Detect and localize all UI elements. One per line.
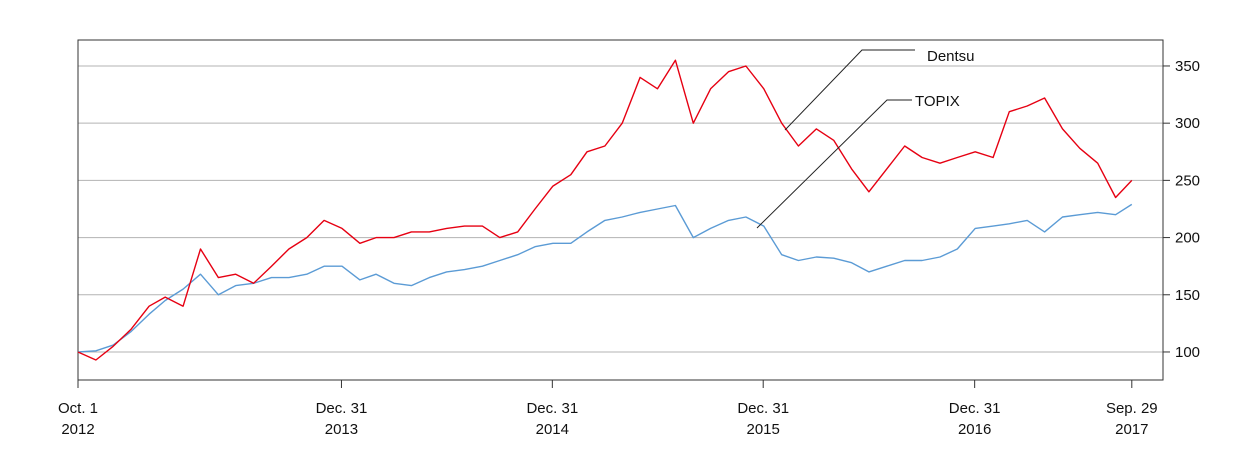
plot-frame xyxy=(77,39,1164,381)
x-tick-label: 2013 xyxy=(325,421,358,438)
x-tick-label: 2014 xyxy=(536,421,569,438)
x-tick-label: Dec. 31 xyxy=(526,400,578,417)
leader-line xyxy=(756,99,912,229)
series-label: Dentsu xyxy=(927,48,975,65)
leader-line xyxy=(784,49,915,131)
series-line xyxy=(77,203,1133,353)
y-tick-label: 250 xyxy=(1175,172,1200,189)
x-tick-label: Dec. 31 xyxy=(316,400,368,417)
x-tick-label: 2017 xyxy=(1115,421,1148,438)
x-tick-label: 2012 xyxy=(61,421,94,438)
x-tick-label: Dec. 31 xyxy=(949,400,1001,417)
series-line xyxy=(77,59,1133,361)
series-label: TOPIX xyxy=(915,93,960,110)
grid xyxy=(78,65,1163,353)
y-tick-label: 300 xyxy=(1175,115,1200,132)
y-tick-label: 150 xyxy=(1175,287,1200,304)
x-tick-label: Oct. 1 xyxy=(58,400,98,417)
x-tick-label: Sep. 29 xyxy=(1106,400,1158,417)
x-tick-label: 2015 xyxy=(747,421,780,438)
series-lines xyxy=(77,59,1133,361)
x-tick-label: Dec. 31 xyxy=(737,400,789,417)
x-tick-label: 2016 xyxy=(958,421,991,438)
y-tick-label: 200 xyxy=(1175,230,1200,247)
y-tick-label: 100 xyxy=(1175,344,1200,361)
y-tick-label: 350 xyxy=(1175,58,1200,75)
axes: 100 150 200 250 300 350 Oct. 1 2012 Dec. 31 2013 D… xyxy=(58,58,1200,438)
